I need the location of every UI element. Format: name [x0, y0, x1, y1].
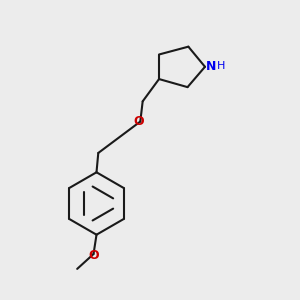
Text: O: O — [88, 249, 99, 262]
Text: N: N — [206, 60, 217, 73]
Text: O: O — [134, 115, 144, 128]
Text: H: H — [217, 61, 226, 71]
